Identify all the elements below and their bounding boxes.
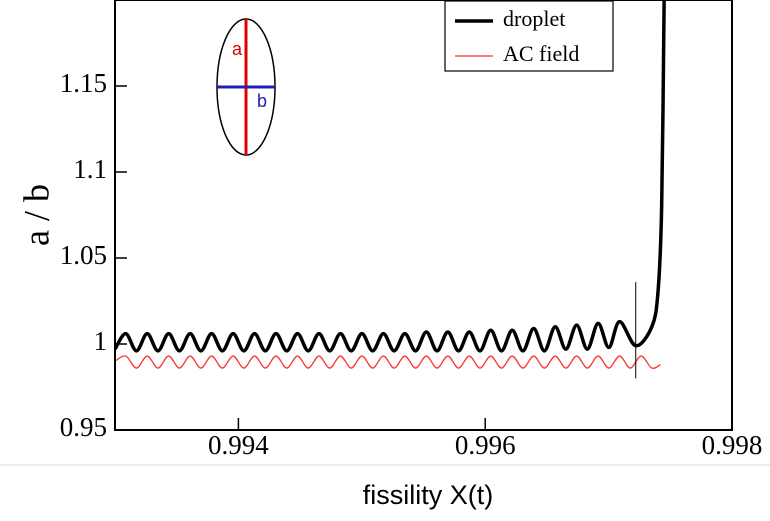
y-tick-label: 1 <box>94 326 108 356</box>
inset-minor-label: b <box>257 91 267 111</box>
x-axis-label: fissility X(t) <box>363 480 494 510</box>
plot-frame <box>114 0 733 431</box>
x-tick-label: 0.996 <box>455 430 516 460</box>
legend-label: AC field <box>503 41 579 66</box>
plot-area <box>115 0 666 370</box>
legend-label: droplet <box>503 6 565 31</box>
series-line <box>115 355 661 370</box>
x-tick-label: 0.998 <box>702 430 763 460</box>
series-line <box>115 0 666 353</box>
y-tick-label: 0.95 <box>60 412 107 442</box>
inset: a b <box>216 18 276 156</box>
legend: droplet AC field <box>444 0 614 72</box>
legend-box <box>444 0 614 72</box>
inset-major-label: a <box>232 39 243 59</box>
y-axis-label: a / b <box>16 184 56 246</box>
x-tick-label: 0.994 <box>208 430 269 460</box>
y-tick-label: 1.15 <box>60 68 107 98</box>
y-tick-label: 1.1 <box>73 154 107 184</box>
y-tick-label: 1.05 <box>60 240 107 270</box>
